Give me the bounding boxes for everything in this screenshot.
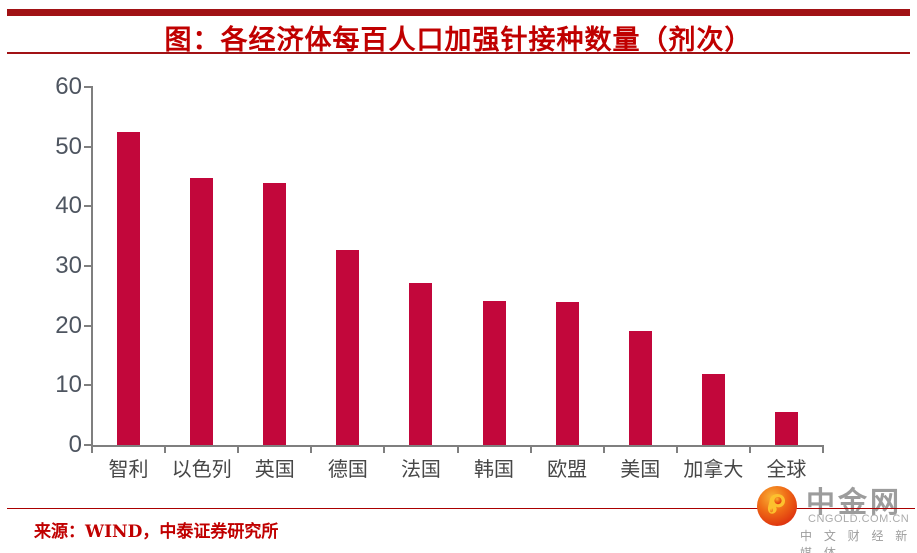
chart-title: 图：各经济体每百人口加强针接种数量（剂次） [164,25,753,56]
x-category-label: 加拿大 [683,457,744,481]
x-tick [91,447,93,453]
bar-欧盟 [555,302,579,445]
x-category-label: 美国 [620,457,661,481]
cngold-watermark: 中金网 CNGOLD.COM.CN 中 文 财 经 新 媒 体 [742,465,917,553]
y-tick [84,145,92,148]
y-tick-label: 60 [55,73,82,100]
y-tick-label: 30 [55,252,82,279]
x-category-label: 全球 [766,457,807,481]
y-tick-label: 0 [68,431,82,458]
x-category-label: 法国 [400,457,441,481]
y-tick [84,324,92,327]
x-tick [237,447,240,453]
x-category-label: 智利 [108,457,149,481]
bar-智利 [117,132,141,445]
y-tick-label: 10 [55,371,82,399]
x-tick [310,447,313,453]
x-tick [164,447,167,453]
x-category-label: 德国 [327,457,368,481]
bar-法国 [409,282,433,445]
x-category-label: 韩国 [474,457,515,481]
bar-以色列 [190,178,214,445]
cngold-tagline: 中 文 财 经 新 媒 体 [800,529,912,553]
bar-全球 [774,411,798,445]
x-tick [822,447,824,453]
y-tick [84,265,92,267]
x-tick [675,447,678,453]
y-tick-label: 40 [55,192,82,220]
x-tick [456,447,459,453]
source-note: 来源：WIND，中泰证券研究所 [34,522,279,542]
y-tick [84,86,92,88]
y-axis [91,86,93,447]
footer-rule [7,508,915,509]
x-tick [383,447,386,453]
bar-美国 [628,331,652,445]
x-tick [602,447,605,453]
header-accent-bar [7,9,910,16]
bar-韩国 [482,301,506,445]
bar-加拿大 [701,373,725,445]
x-axis [91,445,824,447]
bar-英国 [263,183,287,445]
cngold-logo-icon [757,486,797,526]
cngold-domain: CNGOLD.COM.CN [808,513,910,525]
x-tick [748,447,751,453]
bar-德国 [336,249,360,445]
y-tick [84,384,92,387]
y-tick [84,444,92,446]
y-tick-label: 50 [55,132,82,160]
x-tick [529,447,532,453]
y-tick-label: 20 [55,311,82,339]
cngold-name: 中金网 [806,485,903,519]
y-tick [84,205,92,208]
x-category-label: 以色列 [171,457,232,481]
x-category-label: 英国 [254,457,295,481]
x-category-label: 欧盟 [547,457,588,481]
title-underline [7,52,910,54]
